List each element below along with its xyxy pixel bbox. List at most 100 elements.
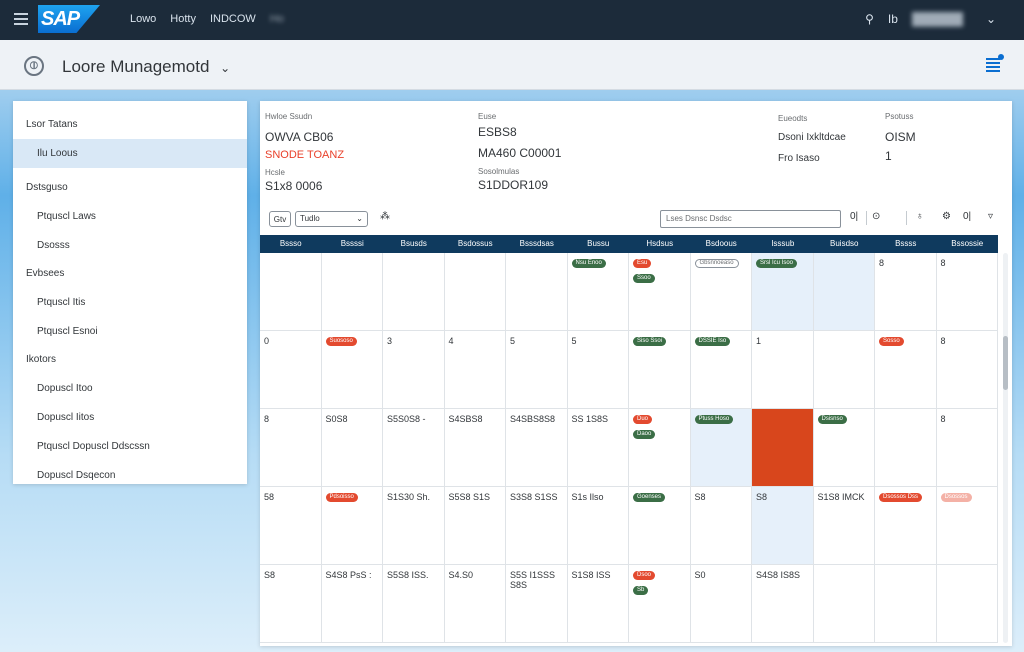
table-cell[interactable] (506, 253, 568, 330)
filter-icon[interactable]: ⁂ (380, 211, 390, 222)
menu-icon[interactable] (14, 13, 28, 25)
column-header[interactable]: Bssossie (951, 239, 984, 248)
table-cell[interactable] (937, 565, 998, 642)
status-badge[interactable]: Sb (633, 586, 649, 595)
table-cell[interactable] (383, 253, 445, 330)
sidebar-item[interactable]: Dopuscl Itoo (37, 383, 93, 394)
status-badge[interactable]: Dsossos Dss (879, 493, 923, 502)
table-cell[interactable]: 8 (937, 409, 998, 486)
shell-nav-item[interactable]: INDCOW (209, 13, 256, 25)
column-header[interactable]: Bsdossus (457, 239, 493, 248)
status-badge[interactable]: Duo (633, 415, 653, 424)
table-cell[interactable]: S0S8 (322, 409, 383, 486)
sidebar-item[interactable]: Ptquscl Esnoi (37, 326, 98, 337)
table-cell[interactable]: 8 (260, 409, 322, 486)
column-header[interactable]: Bssssi (340, 239, 364, 248)
status-badge[interactable]: Dsoo (633, 571, 656, 580)
toolbar-dropdown[interactable]: Tudlo ⌄ (295, 211, 368, 227)
toolbar-icon[interactable]: 0| (850, 211, 859, 222)
table-cell[interactable]: Nsu Enoo (568, 253, 629, 330)
column-header[interactable]: Bsdoous (705, 239, 737, 248)
settings-icon[interactable]: ⊙ (872, 211, 881, 222)
table-cell[interactable]: S1S8 IMCK (814, 487, 875, 564)
table-cell[interactable]: 3 (383, 331, 445, 408)
table-cell[interactable]: S4S8 PsS : (322, 565, 383, 642)
status-badge[interactable]: Sosso (879, 337, 904, 346)
column-header[interactable]: Bssso (279, 239, 302, 248)
table-cell[interactable]: Ptuss Hoso (690, 409, 752, 486)
toolbar-button[interactable]: Gtv (269, 211, 291, 227)
status-badge[interactable]: Suososo (325, 337, 357, 346)
table-cell[interactable]: S5S0S8 - (383, 409, 445, 486)
column-header[interactable]: Bsssdsas (519, 239, 554, 248)
column-header[interactable]: Buisdso (830, 239, 859, 248)
table-cell[interactable]: Duo Daoo (629, 409, 691, 486)
chevron-down-icon[interactable]: ⌄ (220, 61, 231, 75)
table-cell[interactable] (322, 253, 383, 330)
table-cell[interactable] (814, 331, 875, 408)
table-cell[interactable]: Suososo (322, 331, 383, 408)
table-cell[interactable]: S4SBS8S8 (506, 409, 568, 486)
table-cell[interactable]: Dsossos Dss (875, 487, 937, 564)
status-badge[interactable]: Pdsoisso (325, 493, 358, 502)
shell-nav-item[interactable]: Lowo (130, 13, 157, 25)
table-cell[interactable] (813, 253, 875, 330)
user-name[interactable]: ██████ (911, 12, 963, 26)
table-cell[interactable]: 4 (445, 331, 506, 408)
sidebar-item[interactable]: Ptquscl Dopuscl Ddscssn (37, 441, 150, 452)
status-badge[interactable]: Gbsnnoeaso (694, 259, 739, 268)
table-cell[interactable]: S1s Ilso (568, 487, 629, 564)
table-cell[interactable]: S1S8 ISS (568, 565, 629, 642)
table-cell[interactable]: 5 (506, 331, 568, 408)
sidebar-item[interactable]: Ptquscl Laws (37, 211, 96, 222)
table-cell[interactable]: Dsoo Sb (629, 565, 691, 642)
sap-logo[interactable]: SAP (38, 5, 100, 33)
table-cell[interactable]: 0 (260, 331, 322, 408)
table-cell[interactable] (260, 253, 322, 330)
table-cell[interactable]: 8 (937, 331, 998, 408)
table-cell[interactable]: 58 (260, 487, 322, 564)
table-cell[interactable]: S8 (752, 487, 814, 564)
table-cell[interactable]: S4.S0 (445, 565, 506, 642)
table-cell[interactable]: Dsisnso (814, 409, 875, 486)
scrollbar-track[interactable] (1003, 253, 1008, 643)
status-badge[interactable]: Goenses (633, 493, 666, 502)
table-cell[interactable]: 8 (875, 253, 937, 330)
globe-icon[interactable]: ♁ (916, 211, 924, 222)
status-badge[interactable]: Dsisnso (817, 415, 847, 424)
sidebar-item[interactable]: Ilu Loous (13, 139, 247, 168)
table-cell[interactable]: S4SBS8 (445, 409, 506, 486)
table-cell[interactable] (814, 565, 875, 642)
table-cell[interactable]: S0 (691, 565, 752, 642)
search-input[interactable]: Lses Dsnsc Dsdsc (660, 210, 841, 228)
table-cell[interactable]: 8 (937, 253, 998, 330)
status-badge[interactable]: Ptuss Hoso (694, 415, 734, 424)
table-cell[interactable]: DSSIE Iso (691, 331, 752, 408)
status-badge[interactable]: Siso Ssoi (633, 337, 667, 346)
table-cell[interactable]: S4S8 IS8S (752, 565, 814, 642)
table-cell[interactable]: 5 (568, 331, 629, 408)
column-header[interactable]: Isssub (771, 239, 795, 248)
status-badge[interactable]: Ssoo (633, 274, 655, 283)
table-cell[interactable]: Srsl Icu Isoo (752, 253, 814, 330)
page-title[interactable]: Loore Munagemotd ⌄ (62, 57, 230, 77)
column-header[interactable]: Bussu (587, 239, 610, 248)
table-cell[interactable]: S5S I1SSS S8S (506, 565, 568, 642)
shell-nav-item[interactable]: Hotty (170, 13, 196, 25)
status-badge[interactable]: Esu (633, 259, 652, 268)
table-cell[interactable]: SS 1S8S (568, 409, 629, 486)
table-cell[interactable]: S8 (260, 565, 322, 642)
table-cell[interactable]: Dsossos (937, 487, 998, 564)
gear-icon[interactable]: ⚙ (942, 211, 951, 222)
table-cell[interactable]: S3S8 S1SS (506, 487, 568, 564)
status-badge[interactable]: Nsu Enoo (571, 259, 606, 268)
table-cell[interactable]: 1 (752, 331, 814, 408)
table-cell[interactable] (445, 253, 506, 330)
toolbar-icon[interactable]: 0| (963, 211, 972, 222)
sidebar-item[interactable]: Dsosss (37, 240, 70, 251)
status-badge[interactable]: Daoo (633, 430, 656, 439)
chevron-down-icon[interactable]: ⌄ (985, 12, 996, 26)
table-cell[interactable]: Pdsoisso (322, 487, 383, 564)
table-cell[interactable]: S5S8 ISS. (383, 565, 445, 642)
sidebar-item[interactable]: Dopuscl Dsqecon (37, 470, 116, 481)
